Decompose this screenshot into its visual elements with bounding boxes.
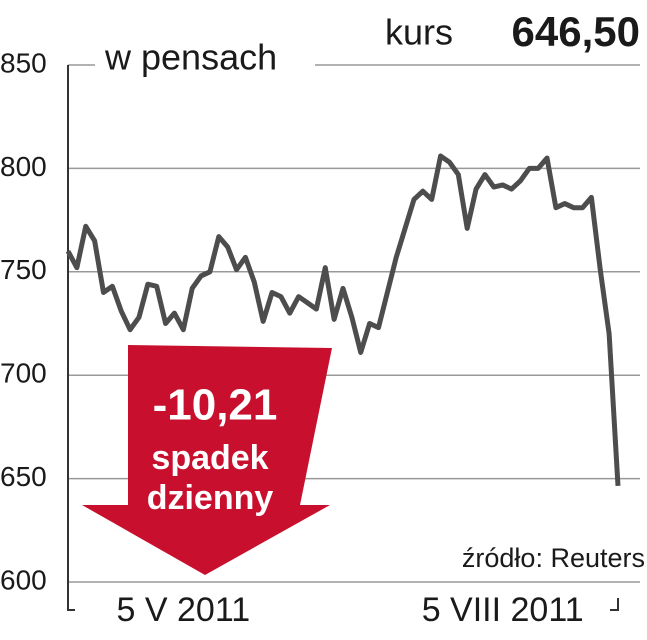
change-text: spadek (151, 439, 268, 477)
price-label: kurs (385, 12, 453, 53)
marks (65, 153, 621, 486)
y-tick-label: 850 (0, 47, 47, 78)
change: -10,21 (153, 381, 278, 430)
y-tick-label: 800 (0, 151, 47, 182)
axis (67, 65, 75, 611)
unit-label: w pensach (104, 37, 277, 78)
y-tick-label: 700 (0, 358, 47, 389)
source: źródło: Reuters (462, 543, 645, 573)
change-text: dzienny (147, 479, 274, 517)
y-tick-label: 650 (0, 461, 47, 492)
x-tick-label: 5 V 2011 (117, 591, 251, 629)
y-tick-label: 750 (0, 254, 47, 285)
x-tick-label: 5 VIII 2011 (422, 591, 584, 629)
price: 646,50 (512, 8, 640, 55)
down-arrow (82, 345, 332, 575)
price-line (65, 153, 621, 486)
y-tick-label: 600 (0, 564, 47, 595)
label-bg (95, 40, 315, 85)
axis (610, 598, 619, 611)
